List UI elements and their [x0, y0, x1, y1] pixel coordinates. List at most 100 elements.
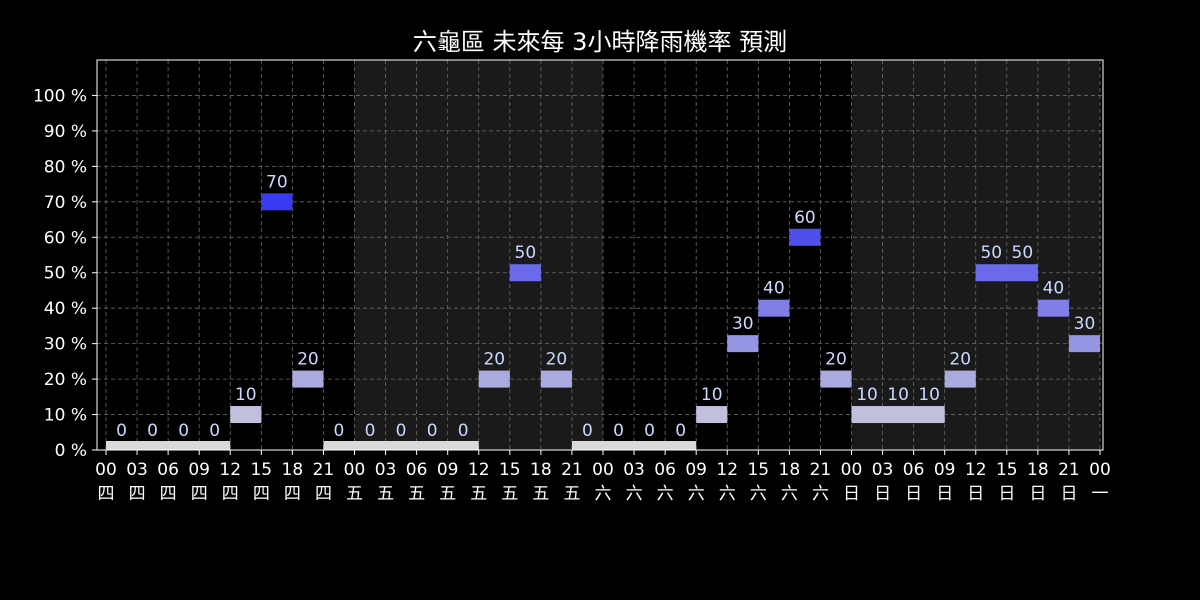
- x-tick-label-hour: 21: [561, 460, 583, 480]
- y-tick-label: 30 %: [44, 335, 87, 355]
- bar-value-label: 20: [483, 350, 505, 370]
- x-tick-label-day: 一: [1092, 484, 1109, 504]
- bar: [851, 406, 945, 424]
- bar-value-label: 10: [887, 385, 909, 405]
- x-tick-label-hour: 18: [779, 460, 801, 480]
- x-tick-label-hour: 06: [157, 460, 179, 480]
- x-tick-label-hour: 06: [654, 460, 676, 480]
- x-tick-label-day: 五: [408, 484, 425, 504]
- bar-value-label: 20: [297, 350, 319, 370]
- x-tick-label-day: 四: [191, 484, 208, 504]
- x-tick-label-hour: 09: [685, 460, 707, 480]
- x-tick-label-hour: 12: [468, 460, 490, 480]
- bar-value-label: 50: [1012, 243, 1034, 263]
- x-tick-label-day: 日: [967, 484, 984, 504]
- bar-value-label: 10: [235, 385, 257, 405]
- x-tick-label-hour: 15: [747, 460, 769, 480]
- x-tick-label-day: 四: [315, 484, 332, 504]
- y-tick-label: 90 %: [44, 122, 87, 142]
- x-tick-label-day: 日: [936, 484, 953, 504]
- bar: [727, 335, 759, 353]
- bar-value-label: 30: [1074, 314, 1096, 334]
- bar-value-label: 0: [582, 421, 593, 441]
- bar: [975, 264, 1038, 282]
- bar-value-label: 0: [116, 421, 127, 441]
- bar-value-label: 0: [675, 421, 686, 441]
- x-tick-label-hour: 00: [344, 460, 366, 480]
- bar-value-label: 0: [396, 421, 407, 441]
- bar: [106, 441, 231, 450]
- bar: [571, 441, 697, 450]
- x-tick-label-hour: 18: [1027, 460, 1049, 480]
- x-tick-label-hour: 03: [375, 460, 397, 480]
- y-tick-label: 60 %: [44, 228, 87, 248]
- x-tick-label-day: 四: [284, 484, 301, 504]
- bar-value-label: 0: [365, 421, 376, 441]
- y-tick-label: 10 %: [44, 406, 87, 426]
- x-axis: 00四03四06四09四12四15四18四21四00五03五06五09五12五1…: [95, 450, 1111, 504]
- bar-series: [106, 193, 1100, 450]
- bar: [944, 370, 976, 388]
- x-tick-label-day: 日: [843, 484, 860, 504]
- x-tick-label-hour: 09: [934, 460, 956, 480]
- y-tick-label: 0 %: [55, 441, 87, 461]
- bar-value-label: 0: [644, 421, 655, 441]
- bar-value-label: 20: [949, 350, 971, 370]
- x-tick-label-day: 六: [719, 484, 736, 504]
- bar: [1068, 335, 1100, 353]
- bar-value-label: 10: [701, 385, 723, 405]
- bar: [696, 406, 728, 424]
- x-tick-label-hour: 15: [996, 460, 1018, 480]
- y-tick-label: 100 %: [33, 86, 87, 106]
- bar-value-label: 20: [546, 350, 568, 370]
- x-tick-label-day: 日: [905, 484, 922, 504]
- x-tick-label-hour: 15: [499, 460, 521, 480]
- y-axis: 0 % 10 % 20 % 30 % 40 % 50 % 60 % 70 % 80 % 90 % 1…: [33, 86, 97, 461]
- x-tick-label-hour: 12: [219, 460, 241, 480]
- y-tick-label: 80 %: [44, 157, 87, 177]
- x-tick-label-day: 六: [781, 484, 798, 504]
- x-tick-label-day: 五: [532, 484, 549, 504]
- x-tick-label-day: 五: [563, 484, 580, 504]
- bar-value-label: 10: [856, 385, 878, 405]
- bar-value-label: 0: [334, 421, 345, 441]
- bar: [540, 370, 572, 388]
- x-tick-label-day: 日: [1029, 484, 1046, 504]
- bar: [478, 370, 510, 388]
- x-tick-label-day: 四: [129, 484, 146, 504]
- x-tick-label-day: 日: [1060, 484, 1077, 504]
- bar: [758, 299, 790, 317]
- bar-value-label: 0: [178, 421, 189, 441]
- y-tick-label: 70 %: [44, 193, 87, 213]
- x-tick-label-hour: 03: [623, 460, 645, 480]
- x-tick-label-hour: 18: [530, 460, 552, 480]
- plot-frame: [96, 59, 1104, 451]
- x-tick-label-day: 六: [688, 484, 705, 504]
- x-tick-label-hour: 00: [592, 460, 614, 480]
- x-tick-label-hour: 00: [841, 460, 863, 480]
- x-tick-label-day: 六: [626, 484, 643, 504]
- x-tick-label-hour: 12: [965, 460, 987, 480]
- bar: [509, 264, 541, 282]
- x-tick-label-hour: 00: [95, 460, 117, 480]
- bar-value-label: 0: [458, 421, 469, 441]
- x-tick-label-hour: 09: [437, 460, 459, 480]
- bar-value-label: 50: [980, 243, 1002, 263]
- x-tick-label-hour: 21: [1058, 460, 1080, 480]
- y-tick-label: 50 %: [44, 264, 87, 284]
- x-tick-label-day: 日: [874, 484, 891, 504]
- bar-value-label: 40: [1043, 279, 1065, 299]
- x-tick-label-day: 五: [470, 484, 487, 504]
- bar: [820, 370, 852, 388]
- bar-value-label: 0: [209, 421, 220, 441]
- x-tick-label-day: 四: [222, 484, 239, 504]
- x-tick-label-day: 六: [595, 484, 612, 504]
- bar-value-label: 20: [825, 350, 847, 370]
- x-tick-label-day: 五: [377, 484, 394, 504]
- bar: [323, 441, 479, 450]
- x-tick-label-day: 四: [98, 484, 115, 504]
- bar-value-label: 10: [918, 385, 940, 405]
- bar: [230, 406, 262, 424]
